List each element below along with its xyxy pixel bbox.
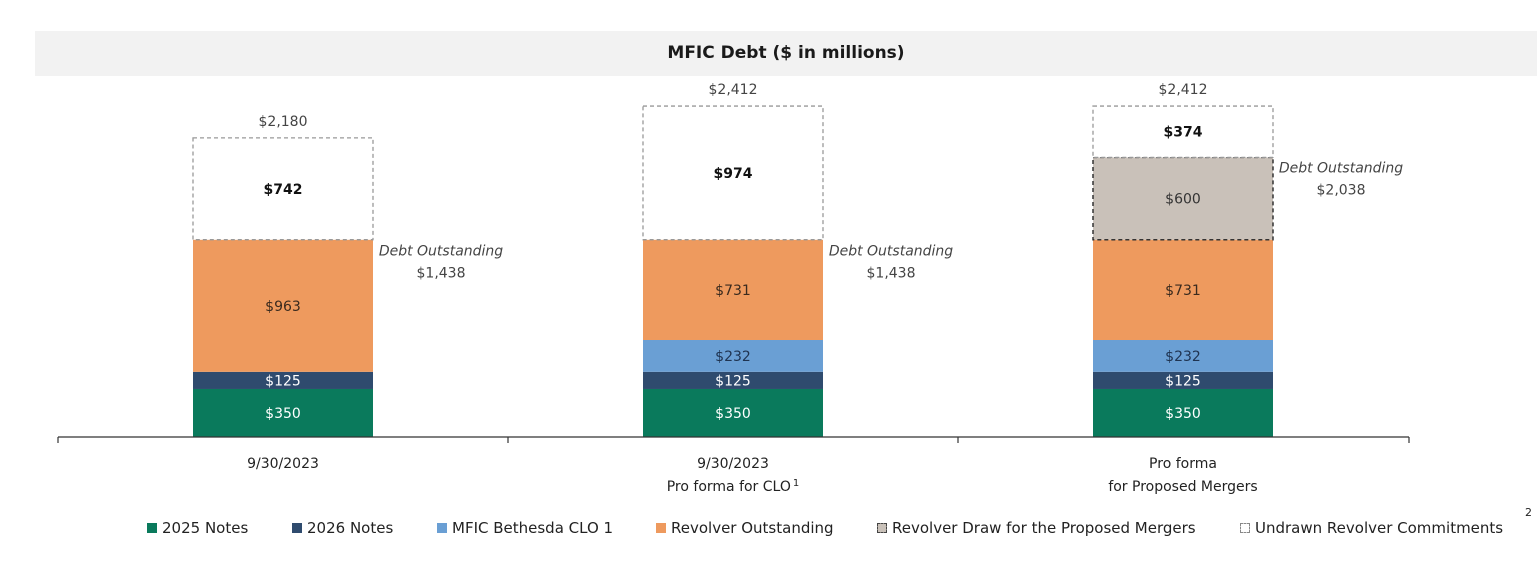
bar-segment xyxy=(643,388,823,437)
legend-swatch xyxy=(292,523,302,533)
legend-label: Undrawn Revolver Commitments xyxy=(1255,519,1504,537)
bar-segment xyxy=(193,239,373,372)
legend-label: Revolver Draw for the Proposed Mergers xyxy=(892,519,1196,537)
bar-label: $731 xyxy=(715,283,751,299)
x-tick-label: 9/30/2023 xyxy=(697,456,769,472)
x-tick-label: Pro forma xyxy=(1149,456,1217,472)
bar-segment xyxy=(1093,339,1273,372)
legend-item: 2026 Notes xyxy=(292,519,393,537)
chart-title: MFIC Debt ($ in millions) xyxy=(667,43,905,63)
bar-total-label: $2,180 xyxy=(259,114,308,130)
debt-outstanding-label: Debt Outstanding xyxy=(829,244,953,260)
bar-segment xyxy=(643,339,823,372)
legend-label: 2025 Notes xyxy=(162,519,249,537)
bar-label: $731 xyxy=(1165,283,1201,299)
bar-segment xyxy=(1092,105,1274,159)
bar-segment xyxy=(642,105,824,241)
legend-item: 2025 Notes xyxy=(147,519,248,537)
bar-label: $963 xyxy=(265,299,301,315)
legend-item: Revolver Draw for the Proposed Mergers xyxy=(877,519,1196,537)
legend-item: Revolver Outstanding xyxy=(656,519,834,537)
bar-segment xyxy=(192,137,374,241)
debt-outstanding-value: $1,438 xyxy=(417,266,466,282)
bar-total-label: $2,412 xyxy=(1159,82,1208,98)
debt-stacked-bar-chart: $350 $125 $963 $742 $2,180 $350 $125 $232 $731 $9… xyxy=(57,82,1410,496)
legend-label: 2026 Notes xyxy=(307,519,394,537)
debt-outstanding-value: $1,438 xyxy=(867,266,916,282)
bar-label: $374 xyxy=(1164,125,1203,141)
bar-label: $350 xyxy=(265,406,301,422)
bar-label: $232 xyxy=(715,349,751,365)
x-tick-label-line2: Pro forma for CLO 1 xyxy=(667,478,800,496)
legend-item: MFIC Bethesda CLO 1 xyxy=(437,519,613,537)
legend-swatch xyxy=(1240,523,1250,533)
x-tick-footnote: 1 xyxy=(793,478,799,489)
legend-swatch xyxy=(877,523,887,533)
bar-total-label: $2,412 xyxy=(709,82,758,98)
bar-label: $974 xyxy=(714,166,753,182)
legend-label: MFIC Bethesda CLO 1 xyxy=(452,519,614,537)
bar-label: $350 xyxy=(715,406,751,422)
legend-swatch xyxy=(437,523,447,533)
chart-title-band: MFIC Debt ($ in millions) xyxy=(35,31,1537,76)
bar-label: $125 xyxy=(265,373,301,389)
debt-outstanding-label: Debt Outstanding xyxy=(1279,160,1403,176)
bar-segment xyxy=(1093,239,1273,340)
bar-label: $742 xyxy=(264,182,303,198)
bar-segment xyxy=(193,371,373,389)
debt-outstanding-value: $2,038 xyxy=(1317,182,1366,198)
x-tick-label: 9/30/2023 xyxy=(247,456,319,472)
bar-label: $232 xyxy=(1165,349,1201,365)
bar-segment xyxy=(643,371,823,389)
legend-swatch xyxy=(147,523,157,533)
chart-legend: 2025 Notes 2026 Notes MFIC Bethesda CLO 1 R… xyxy=(0,514,1537,544)
debt-outstanding-label: Debt Outstanding xyxy=(379,244,503,260)
legend-swatch xyxy=(656,523,666,533)
bar-label: $600 xyxy=(1165,192,1201,208)
bar-segment xyxy=(1092,156,1274,241)
legend-footnote: 2 xyxy=(1525,506,1532,519)
bar-label: $125 xyxy=(715,373,751,389)
bar-label: $350 xyxy=(1165,406,1201,422)
bar-segment xyxy=(193,388,373,437)
bar-label: $125 xyxy=(1165,373,1201,389)
x-tick-label-line2: for Proposed Mergers xyxy=(1108,479,1257,495)
legend-item: Undrawn Revolver Commitments xyxy=(1240,519,1503,537)
bar-segment xyxy=(643,239,823,340)
bar-segment xyxy=(1093,388,1273,437)
legend-label: Revolver Outstanding xyxy=(671,519,834,537)
bar-segment xyxy=(1093,371,1273,389)
